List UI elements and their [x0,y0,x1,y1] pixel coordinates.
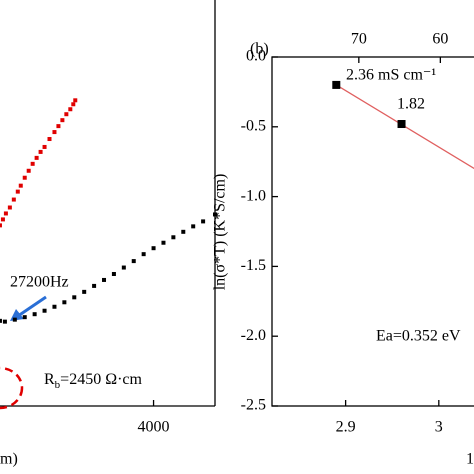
annotation: R [44,371,55,388]
data-point [12,317,17,322]
data-point [121,265,126,270]
data-point [0,223,2,228]
data-point [38,149,43,154]
data-point [22,315,27,320]
data-point [181,229,186,234]
data-point [191,224,196,229]
annotation: 27200Hz [10,274,69,291]
data-point [82,289,87,294]
annotation: Rb=2450 Ω·cm [44,371,143,391]
annotation: 2.36 mS cm⁻¹ [346,67,436,84]
arrow [17,295,47,318]
data-point [72,295,77,300]
highlight-circle [0,366,24,410]
y-tick-label: 0.0 [246,48,266,65]
fit-line [335,84,474,170]
annotation: 1.82 [397,96,425,113]
y-axis-label: ln(σ*T) (K*S/cm) [212,174,229,291]
data-point [111,271,116,276]
data-point [26,168,31,173]
data-point [68,107,73,112]
data-point [22,175,27,180]
x-tick-label: 2.9 [336,419,356,436]
data-point [60,118,65,123]
data-point [171,235,176,240]
data-point [102,277,107,282]
x-tick-label: 4000 [138,419,170,436]
x-axis-label: 1 [466,451,474,468]
data-point [0,217,5,222]
y-tick-label: -2.0 [241,327,266,344]
axis-frame [271,56,474,407]
x-tick-label: 3 [435,419,443,436]
annotation: Ea=0.352 eV [376,328,461,345]
data-point [161,240,166,245]
y-tick-label: -0.5 [241,117,266,134]
data-point [30,161,35,166]
data-point [332,80,341,89]
data-point [92,283,97,288]
y-tick-label: -2.5 [241,397,266,414]
data-point [32,312,37,317]
data-point [213,212,217,217]
panel-label: (b) [250,41,269,58]
data-point [34,155,39,160]
data-point [52,130,57,135]
data-point [3,211,8,216]
y-tick-label: -1.0 [241,187,266,204]
top-tick-label: 70 [351,31,367,48]
data-point [62,300,67,305]
data-point [2,319,7,324]
data-point [0,318,2,323]
annotation: b [55,379,61,391]
data-point [7,205,12,210]
data-point [11,197,16,202]
data-point [141,252,146,257]
data-point [42,308,47,313]
data-point [47,137,52,142]
x-axis-label: m) [0,451,18,468]
data-point [71,102,76,107]
top-tick-label: 60 [432,31,448,48]
data-point [15,189,20,194]
data-point [131,259,136,264]
data-point [201,219,206,224]
annotation: =2450 Ω·cm [60,371,142,388]
data-point [56,124,61,129]
data-point [151,246,156,251]
data-point [64,112,69,117]
data-point [18,183,23,188]
y-tick-label: -1.5 [241,257,266,274]
data-point [73,98,78,103]
data-point [42,144,47,149]
data-point [52,304,57,309]
data-point [397,120,406,129]
